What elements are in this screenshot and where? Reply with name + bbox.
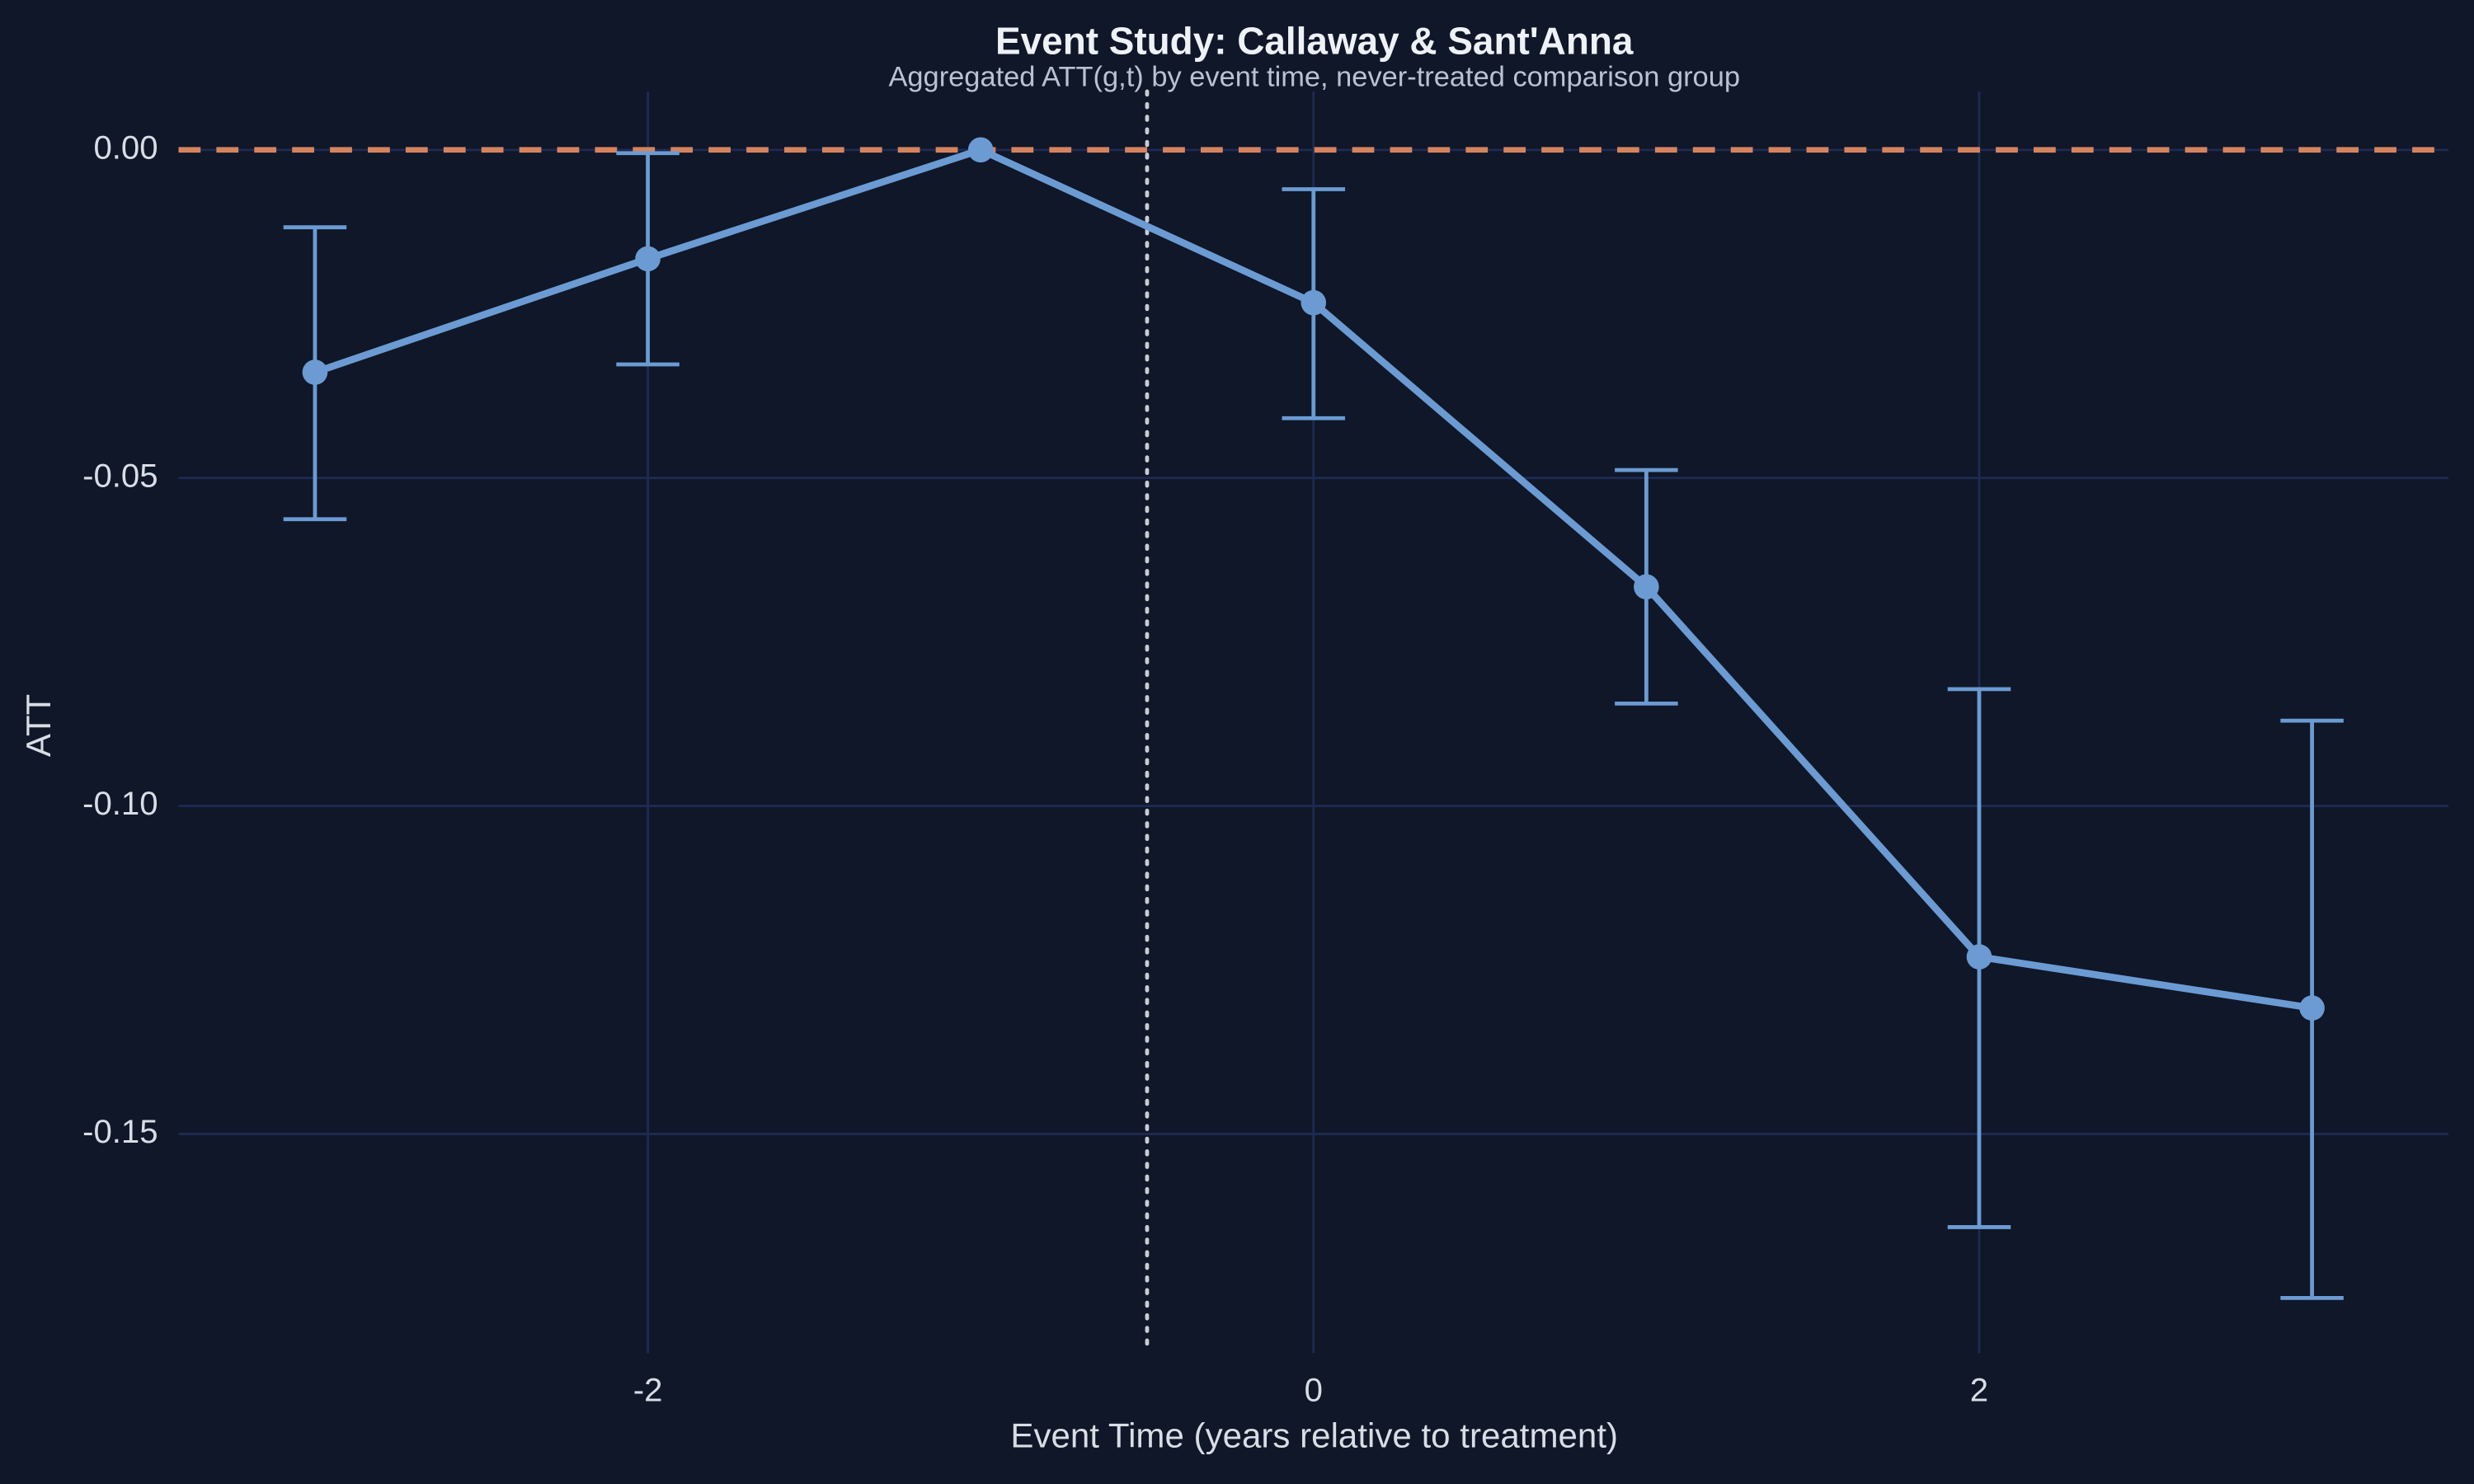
chart-subtitle: Aggregated ATT(g,t) by event time, never…	[888, 62, 1740, 93]
y-tick-label: -0.10	[82, 785, 158, 822]
y-tick-label: -0.05	[82, 457, 158, 494]
x-axis-label: Event Time (years relative to treatment)	[1010, 1416, 1618, 1455]
point	[2299, 995, 2325, 1021]
x-tick-label: -2	[633, 1372, 663, 1409]
y-tick-label: 0.00	[93, 129, 158, 166]
chart-title: Event Study: Callaway & Sant'Anna	[995, 20, 1634, 63]
point	[1300, 289, 1327, 316]
x-tick-label: 0	[1305, 1372, 1323, 1409]
y-tick-label: -0.15	[82, 1113, 158, 1150]
point	[1634, 574, 1659, 600]
y-axis-label: ATT	[19, 694, 58, 757]
point	[1966, 944, 1992, 970]
point	[967, 137, 994, 163]
point	[635, 246, 661, 272]
x-tick-label: 2	[1970, 1372, 1988, 1409]
point	[302, 359, 328, 385]
